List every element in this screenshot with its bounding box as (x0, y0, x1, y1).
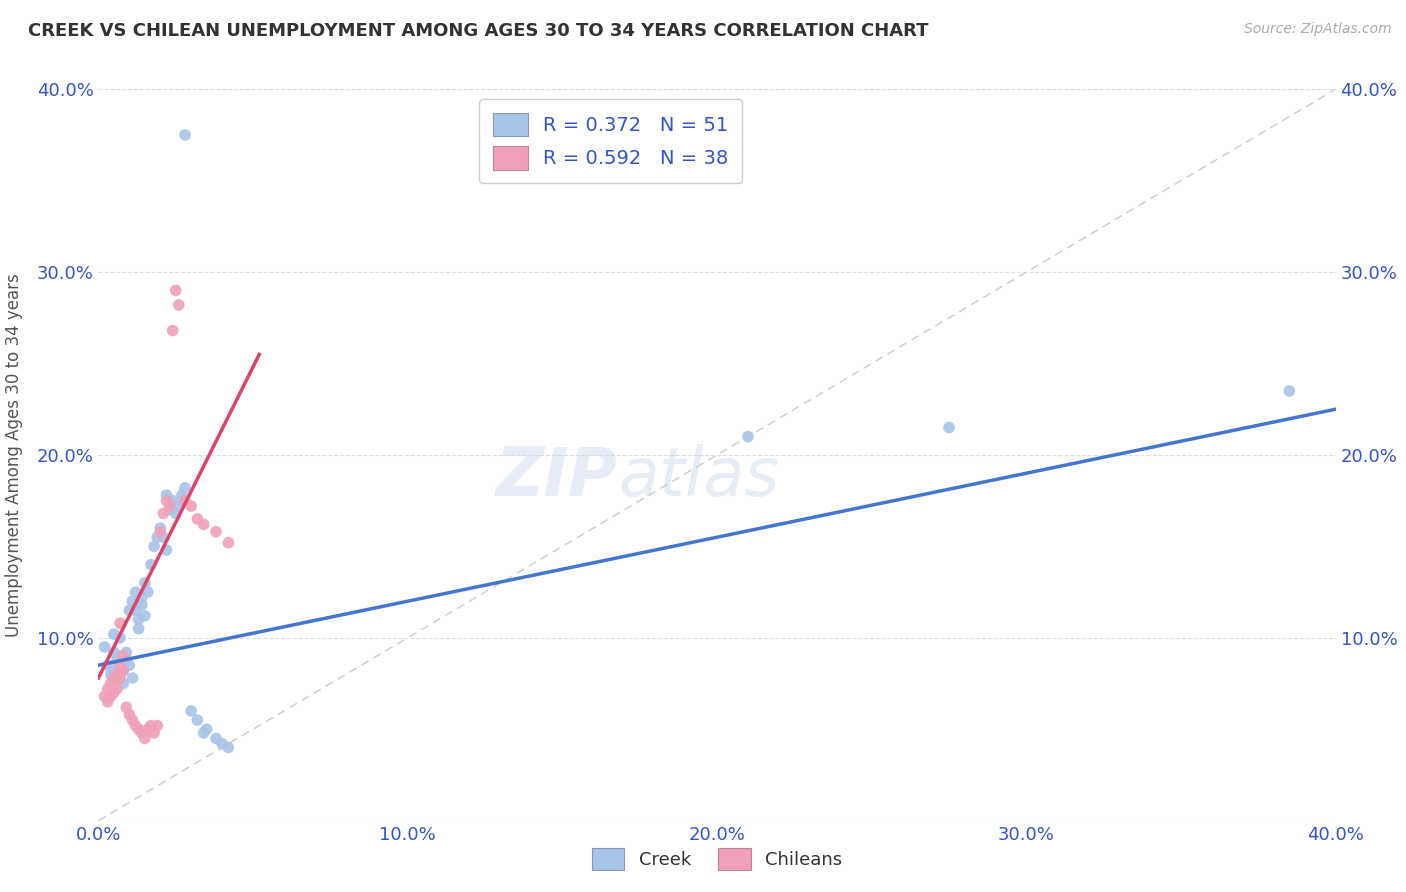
Point (128, 622, 150, 636)
Point (162, 324, 184, 338)
Point (143, 726, 166, 740)
Point (159, 502, 181, 516)
Point (217, 740, 239, 755)
Point (136, 585, 159, 599)
Point (165, 284, 187, 298)
Point (112, 664, 135, 678)
Point (155, 493, 177, 508)
Point (97, 681, 120, 696)
Point (131, 726, 153, 740)
Point (1278, 384, 1301, 398)
Point (134, 608, 156, 623)
Point (149, 524, 172, 539)
Point (103, 664, 125, 678)
Point (124, 603, 146, 617)
Point (143, 539, 166, 553)
Point (112, 664, 135, 678)
Point (118, 603, 141, 617)
Point (124, 585, 146, 599)
Point (100, 690, 122, 704)
Point (100, 676, 122, 690)
Point (938, 420, 960, 434)
Point (108, 658, 131, 673)
Point (205, 731, 228, 746)
Point (97, 695, 120, 709)
Point (211, 737, 233, 751)
Point (134, 731, 156, 746)
Point (118, 707, 141, 722)
Text: atlas: atlas (619, 444, 779, 510)
Point (115, 653, 138, 667)
Point (162, 493, 184, 508)
Point (170, 488, 193, 502)
Point (136, 723, 159, 737)
Point (112, 649, 135, 664)
Point (146, 530, 169, 544)
Point (118, 658, 141, 673)
Point (103, 645, 125, 659)
Point (103, 685, 125, 699)
Text: CREEK VS CHILEAN UNEMPLOYMENT AMONG AGES 30 TO 34 YEARS CORRELATION CHART: CREEK VS CHILEAN UNEMPLOYMENT AMONG AGES… (28, 22, 928, 40)
Text: ZIP: ZIP (496, 444, 619, 510)
Point (195, 723, 218, 737)
Point (121, 594, 143, 608)
Point (174, 481, 197, 495)
Point (93, 640, 115, 654)
Point (97, 658, 120, 673)
Point (180, 499, 202, 513)
Point (108, 631, 131, 645)
Point (146, 718, 169, 732)
Point (159, 499, 181, 513)
Point (103, 627, 125, 641)
Point (131, 591, 153, 605)
Point (108, 649, 131, 664)
Point (186, 512, 208, 526)
Point (149, 521, 172, 535)
Point (121, 671, 143, 685)
Point (128, 613, 150, 627)
Point (108, 616, 131, 631)
Point (155, 543, 177, 558)
Point (124, 718, 146, 732)
Point (105, 667, 128, 681)
Point (131, 598, 153, 612)
Point (112, 676, 135, 690)
Y-axis label: Unemployment Among Ages 30 to 34 years: Unemployment Among Ages 30 to 34 years (4, 273, 22, 637)
Point (121, 713, 143, 727)
Point (737, 430, 759, 444)
Point (186, 713, 208, 727)
Point (174, 128, 197, 142)
Point (105, 653, 128, 667)
Point (105, 681, 128, 696)
Point (115, 700, 138, 714)
Point (152, 507, 174, 521)
Point (193, 517, 215, 532)
Point (139, 718, 162, 732)
Point (139, 558, 162, 572)
Point (180, 704, 202, 718)
Point (152, 530, 174, 544)
Point (167, 298, 190, 312)
Point (103, 671, 125, 685)
Point (205, 524, 228, 539)
Point (128, 723, 150, 737)
Point (134, 576, 156, 591)
Point (93, 690, 115, 704)
Point (174, 493, 197, 508)
Point (167, 499, 190, 513)
Point (108, 671, 131, 685)
Point (165, 507, 187, 521)
Point (155, 488, 177, 502)
Legend: Creek, Chileans: Creek, Chileans (585, 841, 849, 878)
Point (115, 645, 138, 659)
Point (100, 667, 122, 681)
Point (105, 671, 128, 685)
Point (217, 535, 239, 549)
Point (193, 726, 215, 740)
Text: Source: ZipAtlas.com: Source: ZipAtlas.com (1244, 22, 1392, 37)
